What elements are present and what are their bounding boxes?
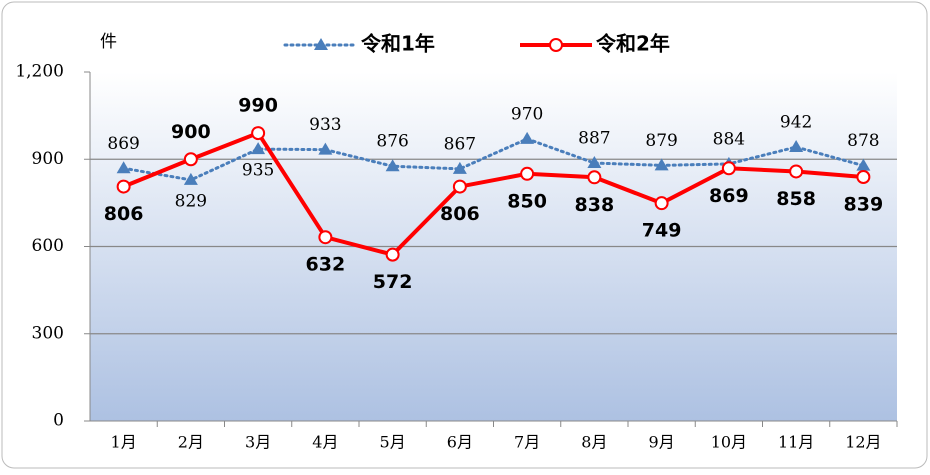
data-label: 878 <box>847 131 879 151</box>
data-label: 935 <box>242 161 274 181</box>
circle-marker <box>654 196 669 211</box>
circle-marker <box>856 169 871 184</box>
x-tick-label: 4月 <box>312 433 338 452</box>
data-label: 839 <box>844 193 884 215</box>
circle-marker <box>385 247 400 262</box>
data-label: 806 <box>440 203 480 225</box>
y-tick-label: 900 <box>32 149 64 169</box>
x-tick-label: 2月 <box>178 433 204 452</box>
data-label: 632 <box>306 254 346 276</box>
circle-marker <box>789 164 804 179</box>
data-label: 806 <box>104 203 144 225</box>
circle-marker <box>452 179 467 194</box>
data-label: 572 <box>373 271 413 293</box>
series-line <box>122 137 865 182</box>
data-label: 869 <box>107 134 139 154</box>
circle-marker <box>587 170 602 185</box>
circle-marker <box>116 179 131 194</box>
y-axis-label: 件 <box>100 32 117 52</box>
circle-marker <box>251 126 266 141</box>
triangle-marker <box>654 158 669 171</box>
data-label: 876 <box>376 132 408 152</box>
data-label: 879 <box>645 131 677 151</box>
triangle-marker <box>251 142 266 155</box>
legend-marker <box>549 38 563 52</box>
data-label: 942 <box>780 113 812 133</box>
data-label: 858 <box>776 188 816 210</box>
data-label: 838 <box>575 194 615 216</box>
x-tick-label: 3月 <box>245 433 271 452</box>
data-label: 869 <box>709 185 749 207</box>
x-tick-label: 10月 <box>711 433 747 452</box>
triangle-marker <box>789 140 804 153</box>
triangle-marker <box>318 142 333 155</box>
y-tick-label: 300 <box>32 323 64 343</box>
x-tick-label: 11月 <box>778 433 814 452</box>
data-label: 990 <box>238 95 278 117</box>
triangle-marker <box>385 159 400 172</box>
x-tick-label: 12月 <box>845 433 881 452</box>
data-label: 749 <box>642 220 682 242</box>
data-label: 884 <box>713 129 745 149</box>
legend-marker <box>314 38 328 50</box>
data-label: 867 <box>444 134 476 154</box>
data-label: 829 <box>175 191 207 211</box>
triangle-marker <box>452 161 467 174</box>
y-tick-label: 0 <box>53 411 64 431</box>
triangle-marker <box>856 158 871 171</box>
x-tick-label: 5月 <box>380 433 406 452</box>
triangle-marker <box>183 172 198 185</box>
circle-marker <box>721 161 736 176</box>
x-tick-label: 6月 <box>447 433 473 452</box>
triangle-marker <box>587 156 602 169</box>
series-line <box>122 130 864 257</box>
x-tick-label: 7月 <box>514 433 540 452</box>
data-label: 933 <box>309 115 341 135</box>
x-tick-label: 1月 <box>111 433 137 452</box>
data-label: 850 <box>507 190 547 212</box>
legend-label: 令和1年 <box>361 32 435 56</box>
y-tick-label: 1,200 <box>15 62 64 82</box>
data-label: 900 <box>171 121 211 143</box>
x-tick-label: 9月 <box>649 433 675 452</box>
circle-marker <box>183 152 198 167</box>
y-tick-label: 600 <box>32 236 64 256</box>
circle-marker <box>520 166 535 181</box>
legend-label: 令和2年 <box>596 32 670 56</box>
triangle-marker <box>116 161 131 174</box>
data-label: 970 <box>511 104 543 124</box>
triangle-marker <box>520 131 535 144</box>
data-label: 887 <box>578 129 610 149</box>
circle-marker <box>318 230 333 245</box>
x-tick-label: 8月 <box>581 433 607 452</box>
